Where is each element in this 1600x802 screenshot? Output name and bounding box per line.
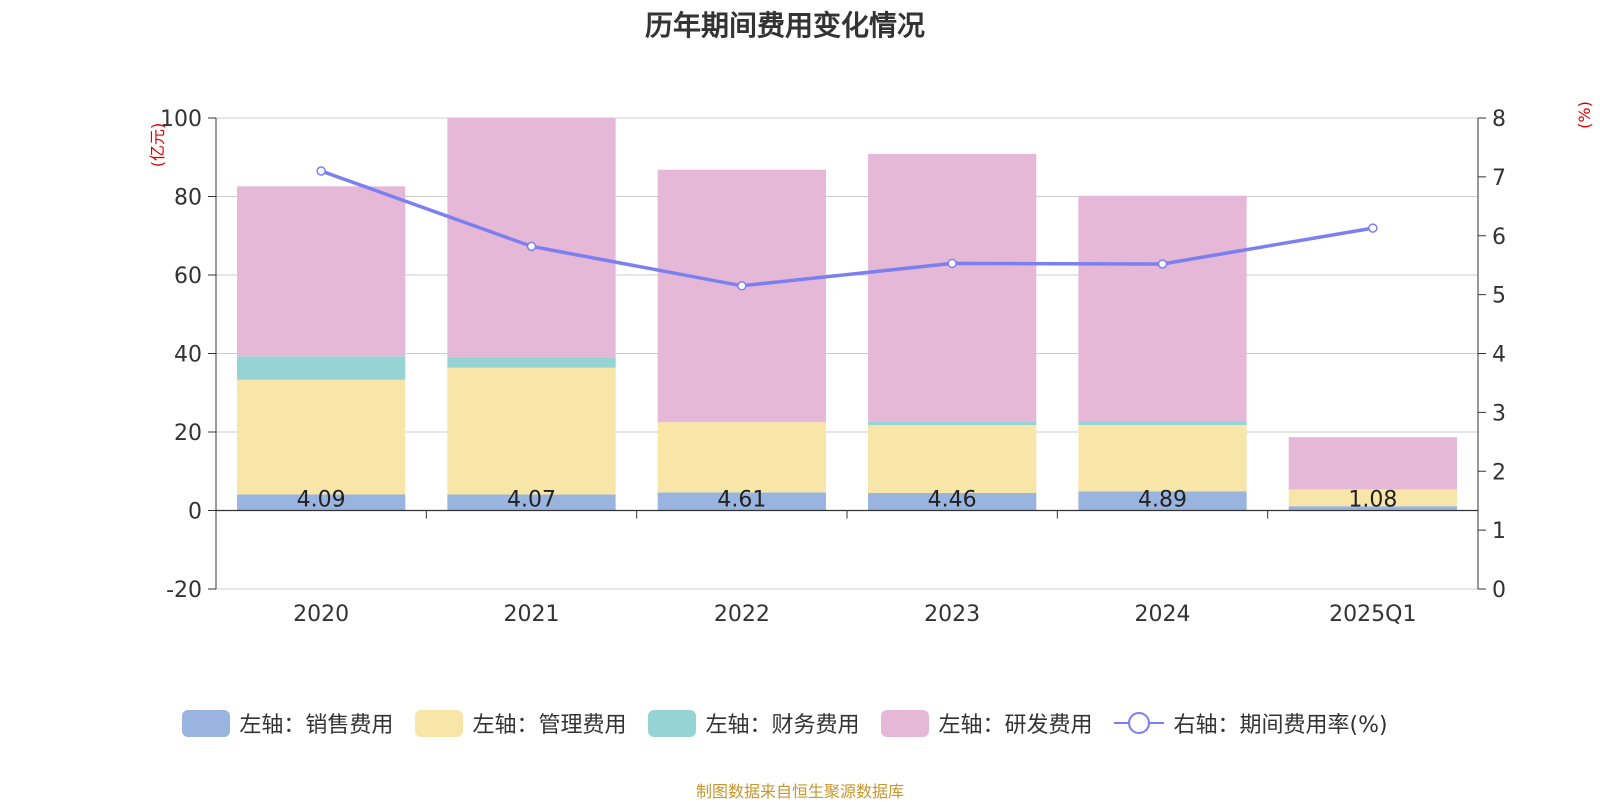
data-label-sales-2022: 4.61 [717,488,766,513]
ratio-point-2020 [316,166,326,176]
left-axis-unit-label: (亿元) [148,123,167,168]
legend-label-ratio: 右轴：期间费用率(%) [1173,713,1388,738]
legend-swatch-finance [648,709,697,737]
bar-admin-2022 [657,422,826,493]
right-axis-tick-label: 8 [1492,107,1506,132]
x-axis-tick-label: 2025Q1 [1329,602,1416,627]
axes: -20 0 20 40 60 80 100 0 1 2 3 4 5 6 7 8 2020 2021 2022 2023… [160,107,1506,627]
legend-label-finance: 左轴：财务费用 [705,713,860,738]
bar-sales-2021 [447,494,616,511]
data-label-sales-2024: 4.89 [1138,488,1187,513]
right-axis-tick-label: 1 [1492,519,1506,544]
right-axis-tick-label: 5 [1492,284,1506,309]
data-label-sales-2020: 4.09 [297,488,346,513]
x-axis-tick-label: 2020 [293,602,349,627]
bar-finance-2023 [868,421,1037,426]
bar-rd-2022 [657,169,826,423]
data-label-sales-2021: 4.07 [507,488,556,513]
bar-rd-2021 [447,118,616,358]
ratio-line [316,166,1378,291]
bar-admin-2020 [237,379,406,495]
bar-sales-2025Q1 [1288,506,1457,511]
x-axis-tick-label: 2024 [1135,602,1191,627]
right-axis-tick-label: 7 [1492,166,1506,191]
bar-admin-2021 [447,367,616,495]
x-axis-tick-label: 2023 [924,602,980,627]
right-axis-tick-label: 3 [1492,401,1506,426]
x-axis-tick-label: 2021 [504,602,560,627]
bar-sales-2023 [868,492,1037,511]
right-axis-tick-label: 6 [1492,225,1506,250]
legend-item-sales[interactable]: 左轴：销售费用 [182,707,393,739]
bar-rd-2025Q1 [1288,437,1457,490]
left-axis-tick-label: 20 [174,421,202,446]
ratio-point-2024 [1157,259,1168,269]
legend-item-ratio[interactable]: 右轴：期间费用率(%) [1114,707,1388,739]
right-axis-unit-label: (%) [1575,101,1594,129]
chart-title: 历年期间费用变化情况 [644,9,925,42]
bar-sales-2022 [657,492,826,511]
left-axis-tick-label: 60 [174,264,202,289]
bar-rd-2020 [237,186,406,357]
right-axis-tick-label: 4 [1492,343,1506,368]
legend-line-marker-icon [1114,712,1165,734]
bar-rd-2024 [1078,195,1247,422]
legend-label-sales: 左轴：销售费用 [239,713,394,738]
bar-admin-2023 [868,425,1037,493]
legend-swatch-sales [182,709,231,737]
legend-swatch-admin [415,709,464,737]
chart-canvas: -20 0 20 40 60 80 100 0 1 2 3 4 5 6 7 8 2020 2021 2022 2023… [148,101,1594,627]
bar-rd-2023 [868,153,1037,422]
bar-admin-2025Q1 [1288,489,1457,507]
stacked-bars [237,118,1457,511]
left-axis-tick-label: -20 [166,578,202,603]
data-labels: 4.09 4.07 4.61 4.46 4.89 1.08 [297,488,1398,513]
left-axis-tick-label: 80 [174,186,202,211]
chart-legend: 左轴：销售费用 左轴：管理费用 左轴：财务费用 左轴：研发费用 右轴：期间费用率(%) [0,707,1570,739]
ratio-point-2025Q1 [1368,223,1378,233]
legend-swatch-rd [881,709,930,737]
legend-label-admin: 左轴：管理费用 [472,713,627,738]
bar-sales-2024 [1078,491,1247,511]
ratio-point-2022 [737,281,747,291]
right-axis-tick-label: 0 [1492,578,1506,603]
ratio-point-2021 [526,241,537,252]
source-note: 制图数据来自恒生聚源数据库 [695,782,904,801]
ratio-point-2023 [947,258,957,269]
bar-finance-2020 [237,356,406,380]
x-axis-tick-label: 2022 [714,602,770,627]
legend-item-rd[interactable]: 左轴：研发费用 [881,707,1092,739]
right-axis-tick-label: 2 [1492,460,1506,485]
left-axis-tick-label: 40 [174,343,202,368]
data-label-sales-2023: 4.46 [928,488,977,513]
bar-finance-2024 [1078,421,1247,425]
legend-item-admin[interactable]: 左轴：管理费用 [415,707,626,739]
bar-finance-2021 [447,357,616,368]
left-axis-tick-label: 100 [160,107,202,132]
data-label-sales-2025Q1: 1.08 [1348,488,1397,513]
bar-admin-2024 [1078,424,1247,492]
ratio-line-path [320,169,1374,288]
bar-sales-2020 [237,494,406,511]
legend-label-rd: 左轴：研发费用 [938,713,1093,738]
left-axis-tick-label: 0 [188,500,202,525]
legend-item-finance[interactable]: 左轴：财务费用 [648,707,859,739]
